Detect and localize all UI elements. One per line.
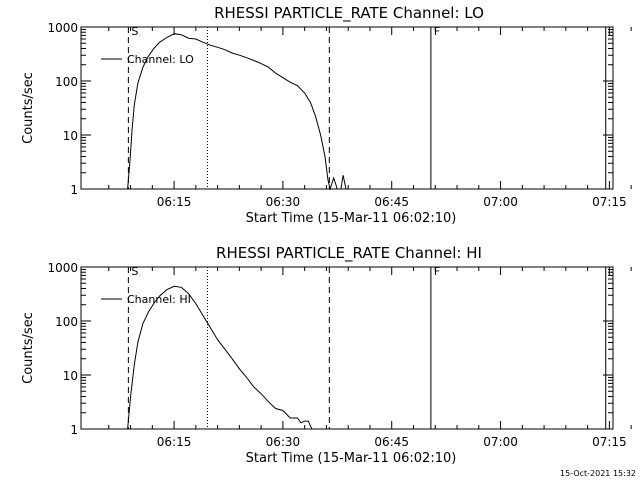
- x-tick-label: 06:45: [374, 195, 409, 209]
- x-axis-label: Start Time (15-Mar-11 06:02:10): [246, 451, 457, 466]
- y-tick-label: 100: [55, 75, 78, 89]
- y-tick-label: 1000: [47, 21, 78, 35]
- x-axis-label: Start Time (15-Mar-11 06:02:10): [246, 211, 457, 226]
- x-tick-label: 06:45: [374, 435, 409, 449]
- series-line-channel-hi: [127, 285, 322, 430]
- x-tick-label: 06:30: [266, 435, 301, 449]
- chart-title: RHESSI PARTICLE_RATE Channel: LO: [214, 4, 484, 23]
- y-tick-label: 1000: [47, 261, 78, 275]
- plot-frame: [80, 26, 614, 190]
- event-marker-label: F: [434, 25, 440, 38]
- x-tick-label: 06:15: [157, 435, 192, 449]
- y-axis-label: Counts/sec: [21, 312, 36, 384]
- y-tick-label: 10: [63, 369, 78, 383]
- y-tick-label: 1: [70, 183, 78, 197]
- x-tick-label: 07:00: [483, 435, 518, 449]
- chart-panel-1: RHESSI PARTICLE_RATE Channel: LO 1 10 100 10…: [21, 4, 632, 226]
- event-marker-label: S: [131, 25, 138, 38]
- y-tick-label: 10: [63, 129, 78, 143]
- x-tick-label: 07:15: [592, 435, 627, 449]
- series-line-channel-lo: [127, 33, 349, 191]
- event-marker-label: S: [131, 265, 138, 278]
- legend-label: Channel: HI: [127, 293, 191, 306]
- x-tick-label: 07:15: [592, 195, 627, 209]
- y-axis-label: Counts/sec: [21, 72, 36, 144]
- y-tick-label: 1: [70, 423, 78, 437]
- chart-panel-2: RHESSI PARTICLE_RATE Channel: HI 1 10 100 10…: [21, 244, 632, 466]
- chart-title: RHESSI PARTICLE_RATE Channel: HI: [216, 244, 482, 263]
- x-tick-label: 06:15: [157, 195, 192, 209]
- plot-frame: [80, 266, 614, 430]
- y-tick-label: 100: [55, 315, 78, 329]
- x-tick-label: 06:30: [266, 195, 301, 209]
- footer-timestamp: 15-Oct-2021 15:32: [560, 469, 636, 478]
- event-marker-label: F: [434, 265, 440, 278]
- x-tick-label: 07:00: [483, 195, 518, 209]
- legend-label: Channel: LO: [127, 53, 194, 66]
